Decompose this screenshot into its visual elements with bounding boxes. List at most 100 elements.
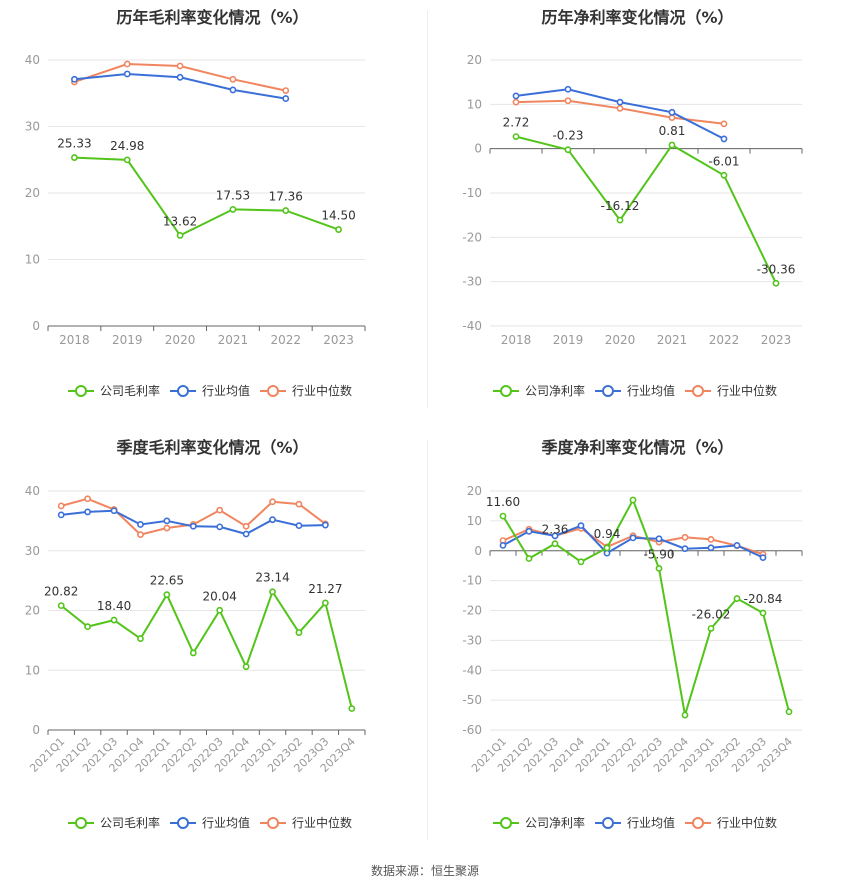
data-point <box>176 73 184 81</box>
legend-label: 行业均值 <box>627 383 675 398</box>
legend-label: 公司毛利率 <box>100 815 160 830</box>
data-label: 17.36 <box>269 190 303 204</box>
chart-title: 历年毛利率变化情况（%） <box>116 8 309 27</box>
data-point <box>525 527 533 535</box>
data-point <box>707 544 715 552</box>
data-point <box>229 206 237 213</box>
data-point <box>681 711 689 719</box>
series-line-company <box>60 589 353 709</box>
data-point <box>71 75 78 83</box>
x-tick-label: 2021 <box>657 333 688 347</box>
data-point <box>707 625 715 632</box>
quarterly-gross-margin-panel: 季度毛利率变化情况（%） 0 10 20 30 40 2021Q1 2021Q2 2021Q3… <box>0 430 425 860</box>
data-point <box>71 154 78 161</box>
data-point <box>57 502 65 510</box>
data-point <box>720 171 728 179</box>
quarterly-gross-margin-chart: 0102030402021Q12021Q22021Q32021Q42022Q12… <box>25 484 366 830</box>
data-label: 11.60 <box>486 495 520 509</box>
data-point <box>551 532 559 540</box>
data-point <box>242 522 250 530</box>
data-point <box>163 591 171 599</box>
data-point <box>269 588 276 596</box>
data-point <box>137 531 144 539</box>
legend-marker <box>75 817 87 829</box>
data-point <box>123 156 131 164</box>
y-tick-label: -30 <box>462 275 482 289</box>
data-point <box>295 629 303 637</box>
y-tick-label: 20 <box>467 53 482 67</box>
legend-label: 公司毛利率 <box>100 383 160 398</box>
legend-label: 行业中位数 <box>292 383 352 398</box>
data-label: 0.81 <box>659 124 686 138</box>
data-point <box>564 85 572 93</box>
y-tick-label: 20 <box>25 186 40 200</box>
data-point <box>137 635 144 642</box>
data-point <box>655 564 663 572</box>
data-point <box>720 135 728 143</box>
y-tick-label: -30 <box>462 633 482 647</box>
x-tick-label: 2022 <box>709 333 740 347</box>
data-label: -16.12 <box>601 199 640 213</box>
x-tick-label: 2019 <box>553 333 584 347</box>
y-tick-label: -60 <box>462 723 482 737</box>
data-point <box>189 522 197 530</box>
data-point <box>772 279 780 287</box>
data-point <box>123 60 131 68</box>
data-point <box>269 498 276 506</box>
data-source-note: 数据来源：恒生聚源 <box>370 864 479 878</box>
data-point <box>499 512 507 520</box>
y-tick-label: 20 <box>467 484 482 498</box>
data-point <box>512 92 520 100</box>
annual-net-margin-chart: -40 -30 -20 -10 0 10 20 2018 2019 2020 2021 2022 202… <box>462 53 803 398</box>
legend-marker <box>602 385 614 397</box>
data-label: 14.50 <box>321 209 355 223</box>
data-point <box>321 521 329 529</box>
legend-label: 行业中位数 <box>717 383 777 398</box>
data-point <box>668 108 676 116</box>
data-point <box>564 97 572 105</box>
data-point <box>512 98 520 106</box>
y-tick-label: 40 <box>25 484 40 498</box>
data-point <box>110 507 118 515</box>
legend-marker <box>177 385 189 397</box>
data-point <box>229 75 237 83</box>
data-point <box>616 98 624 106</box>
data-point <box>577 522 585 530</box>
data-point <box>163 517 171 525</box>
legend-label: 公司净利率 <box>525 815 585 830</box>
y-tick-label: 20 <box>25 604 40 618</box>
data-point <box>616 104 624 112</box>
data-point <box>163 524 171 532</box>
data-point <box>242 663 250 671</box>
data-label: -30.36 <box>757 262 796 276</box>
data-label: -20.84 <box>744 592 783 606</box>
series-line-company <box>515 135 777 284</box>
data-label: 24.98 <box>110 139 144 153</box>
data-point <box>720 120 728 128</box>
data-point <box>123 70 131 78</box>
x-tick-label: 2023 <box>323 333 354 347</box>
data-label: 20.82 <box>44 585 78 599</box>
panel-divider-bottom <box>427 440 428 840</box>
legend-label: 行业中位数 <box>292 815 352 830</box>
chart-title: 季度毛利率变化情况（%） <box>116 438 309 457</box>
data-point <box>668 141 676 149</box>
data-label: 25.33 <box>57 137 91 151</box>
legend-label: 行业均值 <box>202 815 250 830</box>
data-point <box>282 87 290 94</box>
data-point <box>564 146 572 154</box>
legend-label: 行业中位数 <box>717 815 777 830</box>
data-point <box>269 516 276 524</box>
annual-gross-margin-panel: 历年毛利率变化情况（%） 0 10 20 30 40 2018 2019 2020 2021 20… <box>0 0 425 430</box>
data-point <box>668 114 676 122</box>
y-tick-label: -40 <box>462 663 482 677</box>
y-tick-label: -10 <box>462 186 482 200</box>
legend-marker <box>267 385 279 397</box>
quarterly-net-margin-panel: 季度净利率变化情况（%） -60 -50 -40 -30 -20 -10 0 10 20 2021… <box>425 430 850 860</box>
data-label: -5.90 <box>643 547 674 561</box>
legend-label: 行业均值 <box>202 383 250 398</box>
data-point <box>759 609 767 617</box>
data-point <box>84 623 92 631</box>
data-point <box>84 495 92 503</box>
data-label: -0.23 <box>552 129 583 143</box>
